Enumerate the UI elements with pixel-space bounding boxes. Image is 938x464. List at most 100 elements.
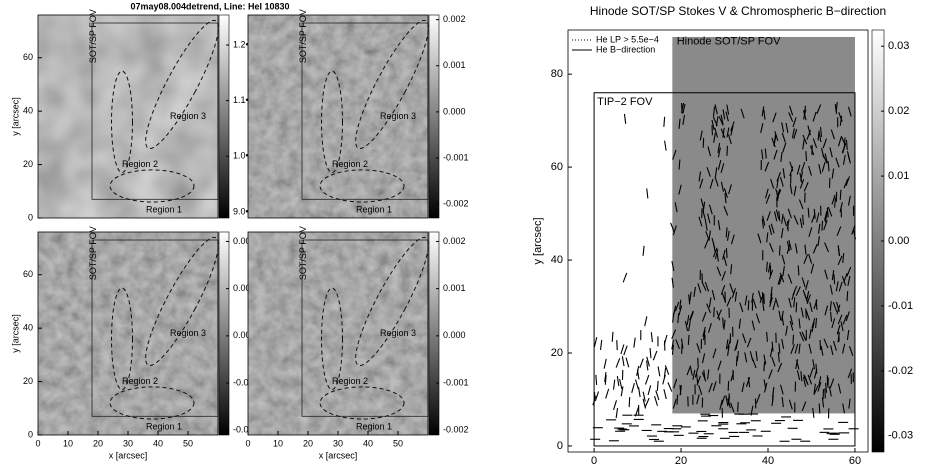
vector	[803, 181, 809, 192]
vector	[843, 273, 848, 283]
vector	[845, 176, 850, 187]
vector	[800, 161, 806, 172]
vector	[774, 211, 778, 222]
vector	[654, 396, 658, 406]
vector	[678, 159, 681, 170]
vector	[642, 245, 645, 256]
vector	[839, 115, 843, 126]
y-tick-label: 60	[551, 161, 563, 173]
vector	[836, 226, 842, 236]
vector	[702, 210, 707, 221]
vector	[789, 166, 794, 177]
vector	[735, 356, 738, 367]
vector	[622, 272, 628, 283]
vector	[703, 369, 706, 380]
vector	[708, 297, 712, 308]
vector	[699, 178, 704, 189]
vector	[650, 332, 653, 343]
colorbar-tick-label: 0.01	[888, 170, 909, 182]
vector	[829, 378, 835, 389]
vector	[671, 277, 674, 288]
colorbar-tick-label: -0.03	[888, 430, 913, 442]
vector	[696, 394, 700, 405]
vector	[830, 345, 834, 356]
vector	[611, 331, 614, 342]
x-tick-label: 40	[153, 438, 163, 448]
vector	[728, 184, 732, 195]
vector	[605, 388, 610, 399]
vector	[730, 234, 735, 245]
legend-label: He B−direction	[596, 44, 655, 54]
vector	[757, 290, 762, 301]
vector	[708, 204, 713, 215]
vector	[644, 316, 648, 327]
vector	[795, 302, 798, 313]
vector	[672, 225, 677, 236]
vector	[793, 215, 799, 225]
vector	[712, 106, 716, 117]
vector	[621, 356, 625, 367]
vector	[801, 331, 807, 342]
vector	[724, 193, 727, 204]
vector	[692, 369, 696, 380]
vector	[791, 128, 795, 139]
vector	[698, 384, 703, 395]
vector	[789, 184, 793, 195]
vector	[699, 130, 703, 141]
vector	[620, 386, 624, 397]
vector	[846, 266, 852, 277]
vector	[831, 168, 835, 179]
x-tick-label: 60	[849, 455, 861, 464]
vector	[831, 318, 836, 329]
vector	[722, 109, 726, 120]
vector	[830, 129, 835, 140]
vector	[793, 185, 797, 196]
vector	[703, 330, 706, 341]
vector	[847, 368, 853, 379]
vector	[647, 385, 652, 396]
vector	[678, 305, 683, 316]
vector	[723, 187, 728, 198]
vector	[593, 337, 598, 348]
vector	[829, 301, 832, 312]
vector	[770, 178, 775, 189]
vector	[786, 241, 791, 252]
colorbar-tick-label: 9.0•10³	[233, 206, 262, 216]
annotation: SOT/SP FOV	[88, 226, 98, 280]
vector	[761, 106, 765, 117]
vector	[657, 366, 661, 377]
vector	[696, 343, 701, 353]
x-axis-label: x [arcsec]	[319, 450, 358, 460]
vector	[808, 227, 813, 238]
vector	[774, 131, 779, 141]
vector	[788, 297, 792, 308]
region-outline	[111, 287, 133, 391]
vector	[722, 127, 725, 138]
annotation: Region 1	[356, 421, 392, 431]
image-texture	[248, 232, 428, 435]
y-tick-label: 40	[551, 254, 563, 266]
vector	[835, 157, 840, 168]
colorbar-tick-label: 0.02	[888, 105, 909, 117]
vector	[701, 371, 707, 382]
vector	[655, 390, 660, 401]
x-tick-label: 40	[762, 455, 774, 464]
vector	[678, 184, 682, 195]
vector	[826, 207, 829, 218]
vector	[834, 104, 838, 115]
vector	[818, 132, 822, 143]
vector	[823, 338, 829, 349]
vector	[619, 379, 623, 390]
vector	[789, 315, 794, 326]
vector	[797, 265, 800, 276]
vector	[725, 395, 729, 406]
vector	[803, 374, 809, 384]
vector	[847, 275, 851, 286]
vector	[612, 379, 616, 390]
vector	[845, 311, 850, 322]
vector	[656, 380, 659, 391]
colorbar-tick-label: -0.002	[443, 199, 469, 209]
vector	[829, 147, 833, 158]
vector	[729, 283, 734, 294]
